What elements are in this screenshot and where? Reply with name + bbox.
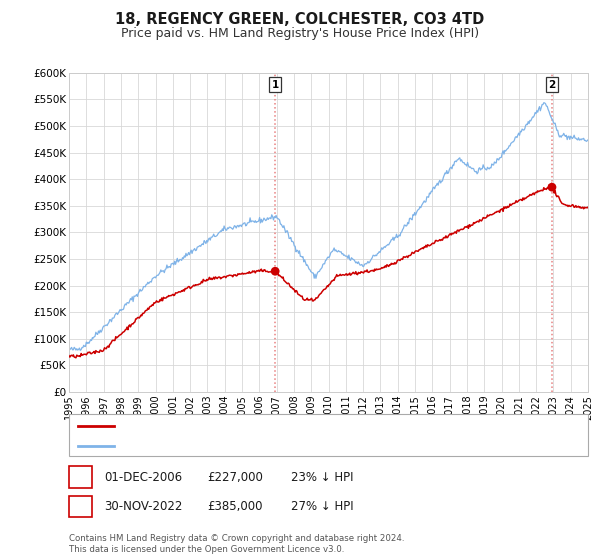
Text: £385,000: £385,000 (207, 500, 263, 514)
Point (271, 267, 280, 276)
Text: 18, REGENCY GREEN, COLCHESTER, CO3 4TD: 18, REGENCY GREEN, COLCHESTER, CO3 4TD (115, 12, 485, 27)
Text: Contains HM Land Registry data © Crown copyright and database right 2024.: Contains HM Land Registry data © Crown c… (69, 534, 404, 543)
Text: £227,000: £227,000 (207, 470, 263, 484)
Point (547, 183, 557, 192)
Text: This data is licensed under the Open Government Licence v3.0.: This data is licensed under the Open Gov… (69, 545, 344, 554)
Text: 01-DEC-2006: 01-DEC-2006 (104, 470, 182, 484)
Text: 27% ↓ HPI: 27% ↓ HPI (291, 500, 353, 514)
Text: Price paid vs. HM Land Registry's House Price Index (HPI): Price paid vs. HM Land Registry's House … (121, 27, 479, 40)
Text: 1: 1 (76, 470, 85, 484)
Text: HPI: Average price, detached house, Colchester: HPI: Average price, detached house, Colc… (120, 440, 401, 452)
Text: 30-NOV-2022: 30-NOV-2022 (104, 500, 182, 514)
Text: 2: 2 (76, 500, 85, 514)
Text: 23% ↓ HPI: 23% ↓ HPI (291, 470, 353, 484)
Text: 18, REGENCY GREEN, COLCHESTER, CO3 4TD (detached house): 18, REGENCY GREEN, COLCHESTER, CO3 4TD (… (120, 419, 496, 433)
Text: 1: 1 (272, 80, 279, 90)
Text: 2: 2 (548, 80, 556, 90)
